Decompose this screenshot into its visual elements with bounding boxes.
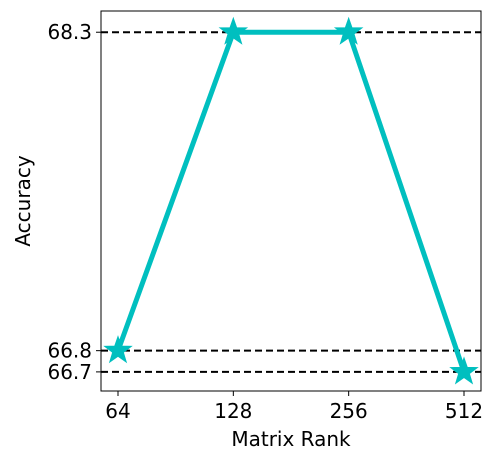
y-axis: 66.766.8 68.3 bbox=[47, 20, 101, 384]
x-tick-label: 256 bbox=[330, 399, 368, 423]
x-tick-label: 128 bbox=[214, 399, 252, 423]
series-layer bbox=[103, 16, 479, 385]
reference-lines bbox=[101, 31, 481, 373]
y-tick-label: 68.3 bbox=[47, 20, 92, 44]
y-tick-label: 66.7 bbox=[47, 360, 92, 384]
x-axis-label: Matrix Rank bbox=[231, 427, 351, 451]
plot-frame bbox=[100, 10, 482, 392]
data-point-star bbox=[333, 16, 364, 45]
x-axis: 64 128 256 512 bbox=[105, 391, 483, 423]
y-axis-label: Accuracy bbox=[11, 155, 35, 246]
data-point-star bbox=[218, 16, 249, 45]
data-point-star bbox=[449, 356, 479, 385]
y-tick-label: 66.8 bbox=[47, 339, 92, 363]
data-point-star bbox=[103, 335, 133, 364]
series-line bbox=[115, 29, 467, 373]
x-tick-label: 64 bbox=[105, 399, 130, 423]
x-tick-label: 512 bbox=[445, 399, 483, 423]
